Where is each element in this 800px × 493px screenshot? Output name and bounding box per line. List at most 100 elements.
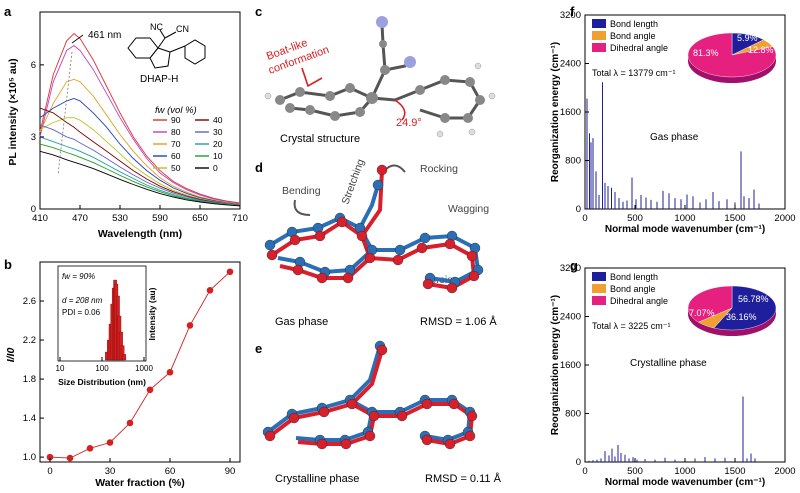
y-tick-label: 2400 [560,59,581,70]
x-tick-label-a: 470 [72,213,88,224]
pie-slice [713,285,777,331]
label-bending: Bending [282,185,321,197]
panel-label-e: e [255,341,262,356]
y-tick-label: 0 [576,204,581,215]
blue-atom [419,232,431,244]
panel-label-b: b [4,257,12,272]
legend-f: Bond length Bond angle Dihedral angle [592,19,668,53]
legend-label: Bond length [610,19,658,29]
legend-label: Bond length [610,272,658,282]
pl-curve-fw-10 [39,143,241,207]
x-ticks-a: 410 470 530 590 650 710 [32,205,248,224]
data-point [146,386,154,394]
red-atom [421,434,433,446]
pl-curve-fw-0 [39,150,241,207]
bars-g [588,396,756,462]
red-atom [466,410,478,422]
panel-label-a: a [4,4,12,19]
panel-label-c: c [255,4,262,19]
y-axis-label-a: PL intensity (×10⁵ au) [7,58,19,165]
y-tick-label: 2400 [560,312,581,323]
red-atom [288,412,300,424]
crystal-caption: Crystal structure [280,133,360,145]
y-axis-label-f: Reorganization energy (cm⁻¹) [550,42,561,182]
pl-curve-fw-70 [39,78,241,205]
total-lambda-f: Total λ = 13779 cm⁻¹ [592,68,676,78]
x-tick-label: 500 [627,213,643,224]
pl-curve-fw-50 [39,117,241,206]
y-axis-label-b: I/I0 [5,348,17,363]
legend-label: Dihedral angle [610,296,668,306]
pl-curve-fw-80 [39,45,241,204]
phase-label-g: Crystalline phase [630,358,707,369]
legend-swatch [592,43,606,52]
y-tick-label: 0 [576,457,581,468]
legend-label-70: 70 [171,139,181,149]
total-lambda-g: Total λ = 3225 cm⁻¹ [592,321,671,331]
peak-trend-line [57,51,73,176]
legend-swatch [592,31,606,40]
red-atom [316,272,328,284]
inset-x-tick-label: 10 [56,364,65,373]
legend-label-20: 20 [213,139,223,149]
red-atom [376,164,388,176]
data-point [126,419,134,427]
red-atom [421,398,433,410]
plot-frame-b [39,261,241,463]
gas-phase-label: Gas phase [275,316,328,328]
x-tick-label-b: 60 [165,466,176,477]
molecule-name: DHAP-H [140,74,178,85]
legend-a: 90 40 80 30 70 20 60 10 50 0 [153,115,223,173]
crystal-atoms [264,16,496,138]
x-tick-label-b: 90 [225,466,236,477]
red-atom [356,230,368,242]
red-atom [346,398,358,410]
red-atom [444,238,456,250]
pie-f: 81.3% 5.9% 12.8% [687,32,777,83]
x-tick-label-a: 410 [32,213,48,224]
red-atom [340,438,352,450]
panel-d: d Bending Stretching Rocking Wagging Tor… [255,157,497,328]
ticks-g: 0 500 1000 1500 2000 0 800 1600 2400 3200 [560,263,796,477]
pie-g: 56.78% 7.07% 36.16% [687,285,777,336]
data-point [46,453,54,461]
red-atom [314,230,326,242]
legend-swatch [592,284,606,293]
x-axis-label-b: Water fraction (%) [95,477,184,489]
y-tick-label-b: 1.0 [23,452,36,463]
dhap-h-structure [127,29,206,69]
y-tick-label: 800 [565,409,581,420]
data-point [106,439,114,446]
panel-g: g 0 500 1000 1500 2000 0 800 1600 2400 3200 Norma… [550,258,796,488]
x-axis-label-g: Normal mode wavenumber (cm⁻¹) [605,477,765,488]
pie-label: 5.9% [737,33,758,43]
rmsd-gas: RMSD = 1.06 Å [420,315,497,328]
panel-label-g: g [570,258,578,273]
y-tick-label: 3200 [560,263,581,274]
panel-b: b 0 30 60 90 1.0 1.4 1.8 2.2 2.6 Water fraction… [4,257,241,489]
x-tick-label-b: 0 [47,466,52,477]
red-atom [392,254,404,266]
label-stretching: Stretching [340,157,368,206]
legend-label: Dihedral angle [610,43,668,53]
x-tick-label: 0 [582,466,587,477]
pl-curve-fw-40 [39,107,241,206]
intensity-line [49,271,231,459]
data-point [166,368,174,376]
y-ticks-b: 1.0 1.4 1.8 2.2 2.6 [23,296,44,463]
red-atom [466,250,478,262]
x-tick-label: 2000 [774,213,795,224]
legend-label-90: 90 [171,115,181,125]
panel-c: c Boat-like conformation [255,4,496,145]
peak-label: 461 nm [88,30,121,41]
label-wagging: Wagging [448,203,489,215]
gas-phase-atoms [264,164,484,294]
label-rocking: Rocking [420,163,458,175]
x-tick-label: 1500 [724,466,745,477]
legend-label-50: 50 [171,163,181,173]
red-atom [316,438,328,450]
blue-atom [264,239,276,251]
red-atom [368,410,380,422]
x-tick-label: 1000 [674,466,695,477]
pie-slice [687,285,733,323]
